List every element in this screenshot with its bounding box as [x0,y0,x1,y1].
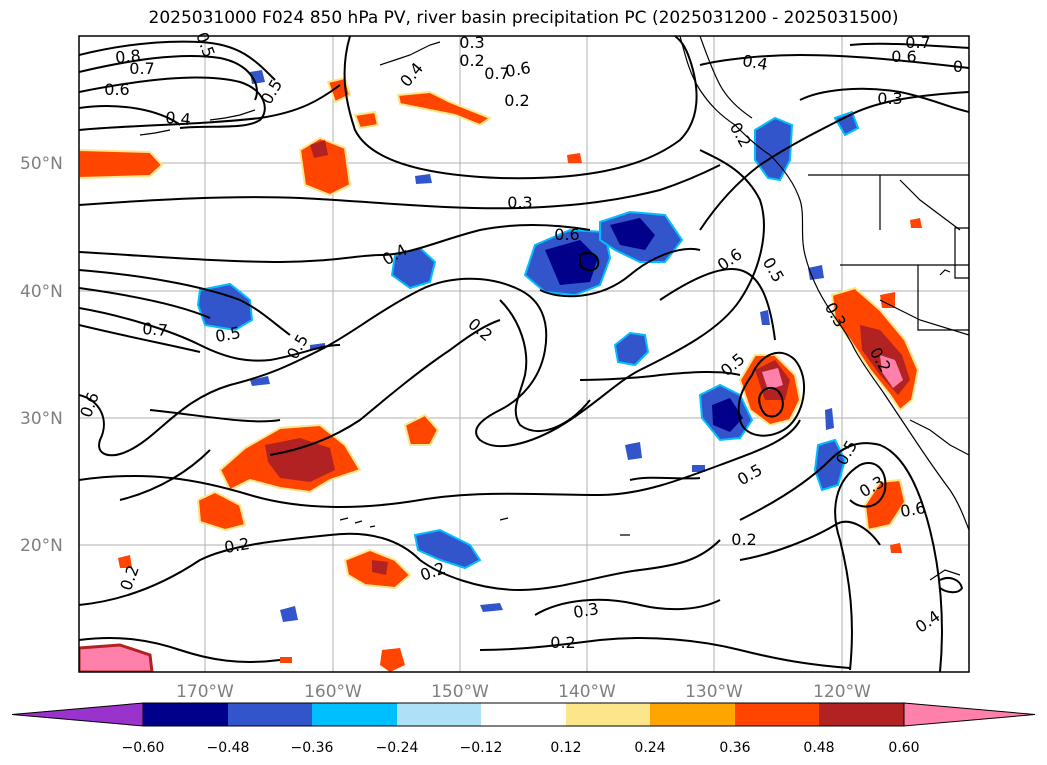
colorbar-segment [228,703,312,726]
contour-label: 0.2 [550,633,575,652]
contour-label: 0.2 [459,51,484,70]
colorbar-tick-label: 0.60 [888,740,919,756]
contour-label: 0.4 [741,51,769,74]
colorbar-tick-label: −0.24 [376,740,419,756]
lon-label: 160°W [304,682,362,702]
map-frame [78,35,970,673]
lat-label: 40°N [20,282,63,302]
map-background [79,36,969,672]
colorbar-segment [143,703,228,726]
latitude-labels: 50°N 40°N 30°N 20°N [20,154,63,556]
lon-label: 150°W [431,682,489,702]
contour-label: 0.6 [899,498,927,521]
contour-label: 0.7 [142,319,169,340]
precip-shading-positive [79,76,922,672]
contour-label: 0.7 [129,59,154,78]
colorbar-segment [566,703,650,726]
lat-label: 30°N [20,409,63,429]
contour-label: 0.3 [459,33,484,52]
map-title: 2025031000 F024 850 hPa PV, river basin … [148,8,899,28]
lon-label: 170°W [176,682,234,702]
contour-label: 0.7 [905,33,930,52]
colorbar-tick-label: 0.24 [634,740,665,756]
colorbar-outline [142,702,905,727]
colorbar-tick-label: 0.36 [719,740,750,756]
coastlines [139,36,969,581]
colorbar-segment [481,703,566,726]
lat-label: 20°N [20,536,63,556]
colorbar-tick-label: 0.48 [803,740,834,756]
colorbar [11,702,1036,727]
pv-contours [79,36,969,672]
contour-label: 0.5 [214,323,242,346]
precip-shading-negative [196,70,860,622]
lon-label: 120°W [813,682,871,702]
colorbar-segment [735,703,819,726]
contour-label: 0.7 [484,64,509,83]
colorbar-segment [312,703,397,726]
contour-label: 0.2 [504,91,529,110]
colorbar-segment [397,703,481,726]
contour-label: 0.6 [104,80,129,99]
lat-label: 50°N [20,154,63,174]
lon-label: 140°W [558,682,616,702]
contour-label: 0 [953,57,963,76]
contour-label: 0.4 [165,108,192,129]
colorbar-extend-max [903,702,1036,727]
colorbar-tick-label: −0.12 [460,740,503,756]
contour-label: 0.6 [554,225,579,244]
contour-label: 0.6 [504,58,532,81]
colorbar-tick-labels: −0.60 −0.48 −0.36 −0.24 −0.12 0.12 0.24 … [122,740,920,756]
colorbar-tick-label: −0.36 [291,740,334,756]
contour-label: 0.2 [731,530,756,549]
colorbar-tick-label: 0.12 [550,740,581,756]
contour-label: 0.3 [507,193,532,212]
colorbar-extend-min [11,702,144,727]
longitude-labels: 170°W 160°W 150°W 140°W 130°W 120°W [176,682,871,702]
lon-label: 130°W [685,682,743,702]
contour-label: 0.3 [572,599,600,622]
colorbar-segment [819,703,904,726]
colorbar-segment [650,703,735,726]
colorbar-tick-label: −0.60 [122,740,165,756]
contour-label: 0.2 [223,534,251,557]
contour-label: 0.8 [114,46,141,67]
colorbar-tick-label: −0.48 [207,740,250,756]
contour-label: 0.6 [891,47,916,66]
contour-label: 0.3 [877,89,902,108]
